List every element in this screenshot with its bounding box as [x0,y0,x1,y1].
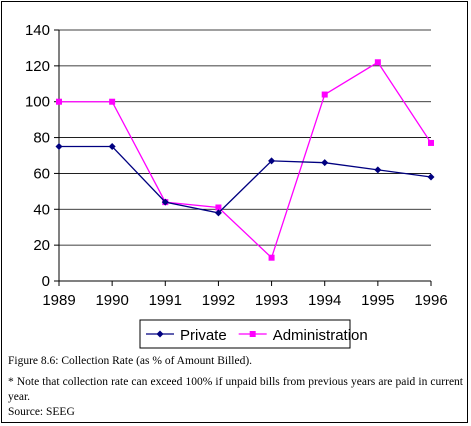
figure-source: Source: SEEG [8,406,75,418]
legend-label-administration: Administration [273,327,368,344]
series-line-private [59,145,432,214]
data-point-private [214,209,222,217]
legend-marker-private [156,330,164,338]
y-tick-label: 80 [33,130,50,147]
data-point-private [108,143,116,151]
y-tick-label: 60 [33,165,50,182]
figure-note: * Note that collection rate can exceed 1… [8,376,463,403]
y-tick-label: 140 [25,22,50,39]
y-tick-label: 120 [25,58,50,75]
x-tick-label: 1992 [202,292,235,309]
data-point-private [374,166,382,174]
y-tick-label: 0 [42,273,50,290]
data-point-administration [428,139,434,146]
y-tick-label: 40 [33,201,50,218]
x-tick-label: 1994 [308,292,341,309]
y-tick-label: 20 [33,237,50,254]
y-tick-label: 100 [25,94,50,111]
data-point-administration [109,98,116,105]
collection-rate-chart: 0 20 40 60 80 100 120 140 1989 1990 1991 1992 1993 19… [25,22,448,349]
figure-caption: Figure 8.6: Collection Rate (as % of Amo… [8,355,253,367]
data-point-administration [321,91,328,98]
legend-marker-administration [249,331,256,337]
x-tick-label: 1996 [414,292,447,309]
legend-label-private: Private [180,327,227,344]
data-point-private [55,143,63,151]
x-tick-label: 1991 [149,292,182,309]
data-point-private [268,157,276,165]
x-tick-label: 1990 [95,292,128,309]
data-point-private [427,173,435,181]
data-point-administration [268,254,275,261]
x-tick-label: 1993 [255,292,288,309]
data-point-private [321,159,329,167]
data-point-private [161,198,169,206]
x-tick-label: 1989 [42,292,75,309]
data-point-administration [215,204,222,211]
series-line-administration [59,61,432,259]
data-point-administration [56,98,62,105]
data-point-administration [374,59,381,66]
x-tick-label: 1995 [361,292,394,309]
